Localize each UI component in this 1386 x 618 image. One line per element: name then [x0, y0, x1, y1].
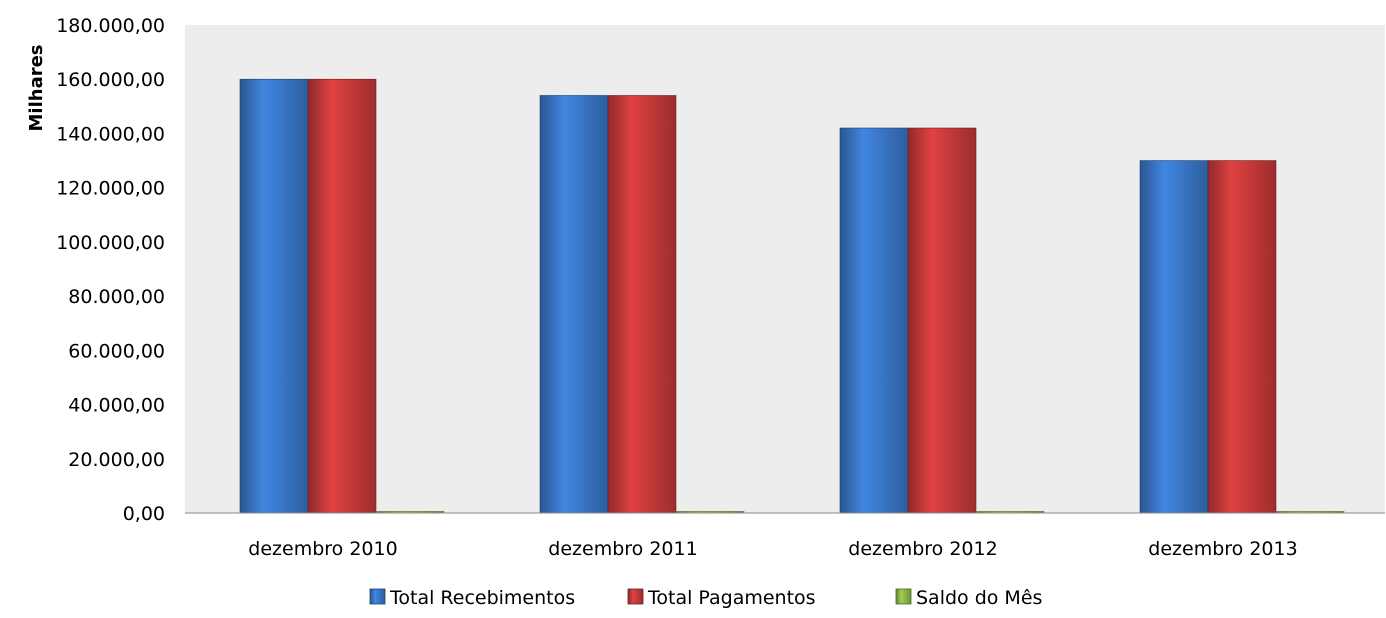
y-tick-label: 40.000,00 [68, 395, 165, 417]
x-category-label: dezembro 2011 [548, 538, 697, 560]
bar-total-pagamentos-4 [1207, 160, 1277, 514]
bar-total-recebimentos-3 [839, 127, 909, 514]
legend-swatch [369, 588, 386, 605]
y-tick-label: 20.000,00 [68, 449, 165, 471]
y-tick-label: 140.000,00 [56, 123, 165, 145]
legend: Total Recebimentos Total Pagamentos Saldo … [369, 587, 1042, 609]
y-tick-labels: 0,00 20.000,00 40.000,00 60.000,00 80.000,00… [56, 15, 165, 525]
bar-total-pagamentos-3 [907, 127, 977, 514]
bar-total-pagamentos-1 [307, 78, 377, 514]
y-axis-title: Milhares [26, 44, 47, 131]
x-category-label: dezembro 2012 [848, 538, 997, 560]
legend-swatch [627, 588, 644, 605]
bar-total-pagamentos-2 [607, 95, 677, 514]
y-tick-label: 100.000,00 [56, 232, 165, 254]
legend-label: Saldo do Mês [916, 587, 1042, 609]
y-tick-label: 80.000,00 [68, 286, 165, 308]
legend-swatch [895, 588, 912, 605]
y-tick-label: 0,00 [123, 503, 165, 525]
y-tick-label: 60.000,00 [68, 340, 165, 362]
x-category-label: dezembro 2010 [248, 538, 397, 560]
y-tick-label: 120.000,00 [56, 178, 165, 200]
x-category-label: dezembro 2013 [1148, 538, 1297, 560]
y-tick-label: 160.000,00 [56, 69, 165, 91]
legend-label: Total Recebimentos [389, 587, 575, 609]
y-tick-label: 180.000,00 [56, 15, 165, 37]
bar-total-recebimentos-1 [239, 78, 309, 514]
x-category-labels: dezembro 2010 dezembro 2011 dezembro 2012 d… [248, 538, 1297, 560]
bar-total-recebimentos-2 [539, 95, 609, 514]
bar-total-recebimentos-4 [1139, 160, 1209, 514]
legend-label: Total Pagamentos [647, 587, 816, 609]
bars-layer [239, 78, 1345, 514]
